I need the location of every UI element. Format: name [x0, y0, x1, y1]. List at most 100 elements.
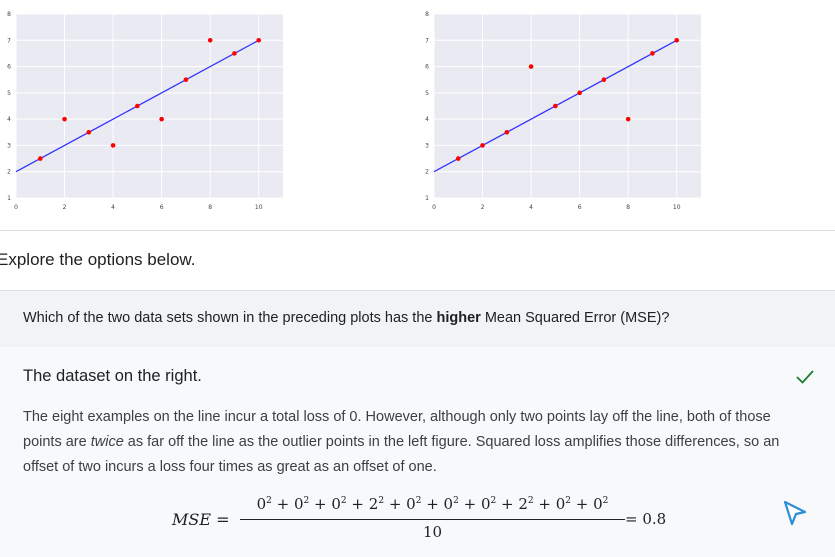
plot-area	[434, 14, 701, 198]
x-tick-label: 2	[481, 204, 485, 211]
formula-fraction-bar	[240, 519, 625, 520]
explanation-italic: twice	[90, 434, 124, 450]
formula-term: 22	[368, 495, 385, 513]
data-point	[62, 116, 67, 122]
formula-term: 02	[555, 495, 571, 513]
x-tick-label: 6	[160, 204, 164, 211]
y-tick-label: 7	[7, 37, 11, 44]
left-scatter-plot: 1 2 3 4 5 6 7 8 0 2 4 6 8 10	[0, 0, 300, 215]
formula-exponent: 2	[565, 496, 571, 506]
formula-term: 02	[593, 495, 609, 513]
data-point	[625, 116, 631, 122]
y-tick-label: 1	[7, 195, 11, 202]
formula-exponent: 2	[527, 496, 534, 506]
x-tick-label: 8	[208, 204, 212, 211]
question-text: Which of the two data sets shown in the …	[23, 310, 669, 326]
formula-fraction: 02 + 02 + 02 + 22 + 02 + 02 + 02 + 22 + …	[240, 495, 625, 541]
explanation-part-1: The eight examples on the line incur a t…	[23, 409, 771, 450]
formula-exponent: 2	[490, 496, 497, 506]
x-tick-label: 8	[626, 204, 630, 211]
formula-term: 02	[293, 495, 310, 513]
x-tick-label: 0	[14, 204, 18, 211]
answer-title: The dataset on the right.	[23, 367, 202, 385]
formula-term: 02	[480, 495, 497, 513]
data-point	[455, 156, 461, 161]
data-point	[135, 103, 140, 109]
data-point	[37, 156, 43, 161]
x-tick-label: 2	[63, 204, 67, 211]
x-tick-label: 10	[673, 204, 681, 211]
mse-formula: MSE = 02 + 02 + 02 + 22 + 02 + 02 + 02 +…	[172, 495, 672, 545]
data-point	[159, 116, 164, 122]
formula-numerator: 02 + 02 + 02 + 22 + 02 + 02 + 02 + 22 + …	[240, 495, 625, 517]
question-text-bold: higher	[436, 310, 481, 326]
y-tick-label: 5	[425, 90, 429, 97]
formula-plus: +	[533, 495, 556, 513]
data-point	[232, 51, 237, 56]
formula-exponent: 2	[378, 496, 385, 506]
data-point	[601, 77, 607, 83]
intro-text: Explore the options below.	[0, 250, 196, 269]
data-point	[577, 90, 582, 96]
data-point	[256, 37, 262, 43]
formula-plus: +	[346, 495, 369, 513]
formula-term: 22	[518, 495, 534, 513]
question-text-after: Mean Squared Error (MSE)?	[480, 310, 670, 326]
formula-term: 02	[443, 495, 459, 513]
y-tick-label: 6	[425, 64, 429, 71]
scatter-svg: 1 2 3 4 5 6 7 8 0 2 4 6 8 10	[7, 11, 283, 211]
formula-exponent: 2	[453, 496, 459, 506]
x-tick-label: 10	[255, 204, 263, 211]
y-tick-label: 6	[7, 64, 11, 71]
formula-plus: +	[421, 495, 444, 513]
y-tick-label: 1	[425, 195, 429, 202]
formula-plus: +	[384, 495, 407, 513]
data-point	[207, 37, 213, 43]
formula-plus: +	[309, 495, 332, 513]
y-tick-label: 4	[425, 116, 429, 123]
data-point	[86, 129, 92, 135]
x-tick-label: 4	[111, 204, 115, 211]
data-point	[674, 37, 680, 43]
y-tick-label: 2	[7, 169, 11, 176]
formula-lhs: MSE =	[172, 510, 230, 529]
data-point	[183, 77, 189, 83]
answer-panel[interactable]: The dataset on the right. The eight exam…	[0, 347, 835, 557]
formula-plus: +	[571, 495, 594, 513]
data-point	[553, 103, 558, 109]
y-tick-label: 2	[425, 169, 429, 176]
formula-plus: +	[496, 495, 519, 513]
formula-rhs: = 0.8	[625, 510, 667, 528]
data-point	[528, 64, 534, 69]
y-tick-label: 7	[425, 37, 429, 44]
formula-term: 02	[331, 495, 347, 513]
y-tick-label: 5	[7, 90, 11, 97]
formula-exponent: 2	[340, 496, 347, 506]
x-tick-label: 4	[529, 204, 533, 211]
question-text-before: Which of the two data sets shown in the …	[23, 310, 437, 326]
answer-explanation: The eight examples on the line incur a t…	[23, 405, 813, 480]
formula-exponent: 2	[266, 496, 272, 506]
data-point	[110, 143, 116, 148]
explanation-part-2: as far off the line as the outlier point…	[23, 434, 780, 475]
section-divider	[0, 230, 835, 231]
scatter-svg: 1 2 3 4 5 6 7 8 0 2 4 6 8 10	[425, 11, 701, 211]
formula-exponent: 2	[415, 496, 422, 506]
plot-area	[16, 14, 283, 198]
data-point	[480, 143, 485, 148]
formula-plus: +	[458, 495, 481, 513]
y-tick-label: 3	[425, 142, 429, 149]
formula-term: 02	[406, 495, 422, 513]
formula-denominator: 10	[422, 523, 443, 541]
right-scatter-plot: 1 2 3 4 5 6 7 8 0 2 4 6 8 10	[418, 0, 718, 215]
y-tick-label: 8	[7, 11, 11, 18]
formula-plus: +	[271, 495, 294, 513]
question-bar: Which of the two data sets shown in the …	[0, 290, 835, 348]
y-tick-label: 4	[7, 116, 11, 123]
y-tick-label: 3	[7, 142, 11, 149]
formula-term: 02	[256, 495, 272, 513]
x-tick-label: 0	[432, 204, 436, 211]
formula-exponent: 2	[602, 496, 609, 506]
y-tick-label: 8	[425, 11, 429, 18]
mouse-pointer-icon	[783, 500, 807, 526]
